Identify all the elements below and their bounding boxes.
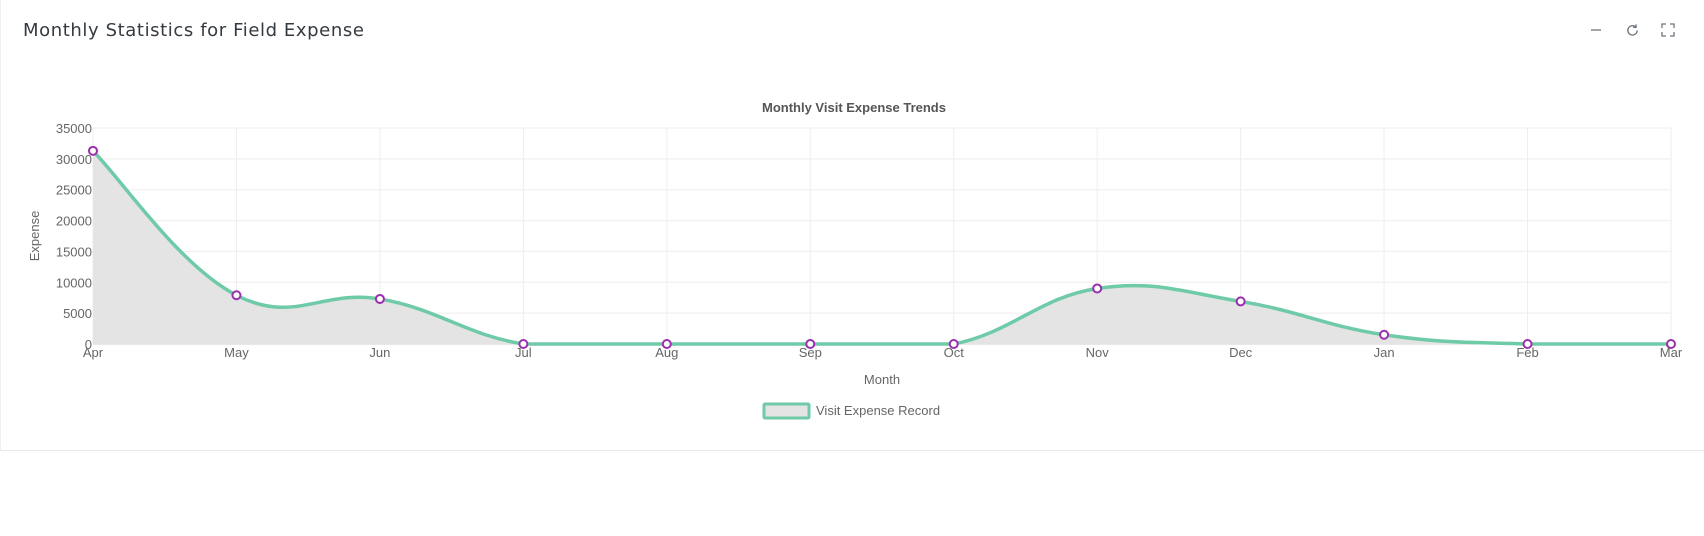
y-tick-label: 20000 — [56, 214, 92, 229]
data-point — [1092, 283, 1103, 294]
data-point — [1666, 339, 1676, 349]
x-tick-label: Dec — [1229, 345, 1253, 360]
y-tick-labels: 0 5000 10000 15000 20000 25000 30000 35000 — [56, 121, 92, 352]
minimize-button[interactable] — [1588, 22, 1604, 38]
y-tick-label: 5000 — [63, 306, 92, 321]
x-tick-label: Nov — [1086, 345, 1110, 360]
y-tick-label: 25000 — [56, 183, 92, 198]
y-tick-label: 35000 — [56, 121, 92, 136]
series-area — [93, 150, 1671, 344]
x-tick-label: Feb — [1516, 345, 1538, 360]
data-point — [1522, 339, 1533, 349]
x-tick-label: Aug — [655, 345, 678, 360]
fullscreen-button[interactable] — [1660, 22, 1676, 38]
refresh-icon — [1626, 23, 1638, 36]
refresh-button[interactable] — [1624, 22, 1640, 38]
x-tick-label: Apr — [83, 345, 104, 360]
x-tick-label: Jan — [1374, 345, 1395, 360]
y-tick-label: 15000 — [56, 244, 92, 259]
y-tick-label: 30000 — [56, 152, 92, 167]
chart-area: Monthly Visit Expense Trends 0 5000 10000 1… — [1, 62, 1704, 451]
data-point — [374, 293, 385, 304]
x-tick-label: Mar — [1660, 345, 1683, 360]
x-tick-labels: Apr May Jun Jul Aug Sep Oct Nov Dec Jan Feb Mar — [83, 345, 1683, 360]
x-tick-label: Oct — [944, 345, 965, 360]
area-fill — [93, 150, 1671, 344]
data-point — [805, 339, 816, 349]
legend-label: Visit Expense Record — [816, 403, 940, 418]
x-axis-label: Month — [864, 372, 900, 387]
data-point — [661, 339, 672, 349]
chart-title: Monthly Visit Expense Trends — [762, 100, 946, 115]
y-axis-label: Expense — [27, 211, 42, 262]
x-tick-label: Jul — [515, 345, 532, 360]
series-line — [91, 149, 1671, 346]
x-tick-label: Sep — [799, 345, 822, 360]
data-point — [88, 145, 98, 156]
expense-trend-chart: Monthly Visit Expense Trends 0 5000 10000 1… — [27, 100, 1683, 420]
data-point — [231, 290, 242, 301]
card-header: Monthly Statistics for Field Expense — [1, 0, 1704, 62]
card-tools — [1588, 22, 1676, 38]
data-point — [1235, 296, 1246, 307]
minimize-icon — [1591, 29, 1601, 31]
series-line-path — [91, 149, 1671, 346]
x-tick-label: May — [224, 345, 249, 360]
x-tick-label: Jun — [369, 345, 390, 360]
card-title: Monthly Statistics for Field Expense — [23, 20, 365, 41]
data-point — [1379, 329, 1390, 340]
field-expense-card: Monthly Statistics for Field Expense — [0, 0, 1704, 451]
data-points — [88, 145, 1676, 349]
y-tick-label: 0 — [85, 337, 92, 352]
legend[interactable]: Visit Expense Record — [762, 402, 940, 420]
data-point — [518, 339, 529, 349]
legend-swatch — [762, 402, 811, 420]
fullscreen-icon — [1661, 23, 1675, 37]
data-point — [948, 339, 959, 349]
y-tick-label: 10000 — [56, 275, 92, 290]
